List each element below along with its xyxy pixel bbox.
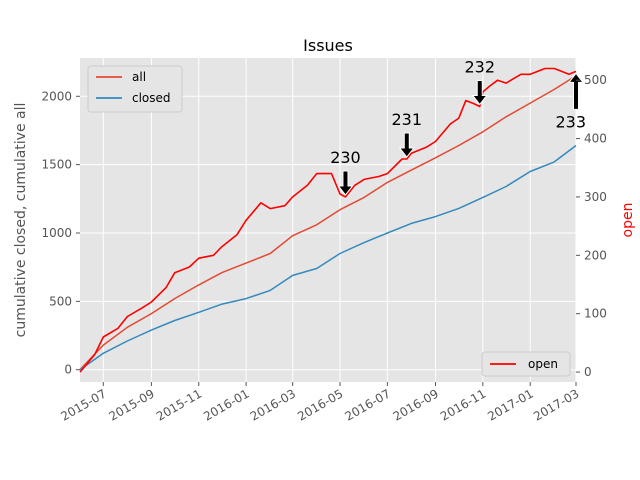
right-axis-ticks: 0 100 200 300 400 500: [576, 73, 607, 379]
left-tick-label: 1000: [41, 226, 72, 240]
right-tick-label: 400: [584, 132, 607, 146]
annotation-231: 231: [392, 110, 423, 158]
x-tick-label: 2017-01: [485, 386, 535, 423]
left-tick-label: 0: [64, 363, 72, 377]
x-tick-label: 2016-01: [201, 386, 251, 423]
y-axis-label-right: open: [620, 203, 636, 238]
right-tick-label: 200: [584, 248, 607, 262]
x-tick-label: 2016-11: [438, 386, 488, 423]
legend-label-open: open: [528, 357, 558, 371]
right-tick-label: 500: [584, 73, 607, 87]
annotation-arrow: [471, 79, 488, 106]
x-tick-label: 2017-03: [531, 386, 581, 423]
left-tick-label: 1500: [41, 158, 72, 172]
legend-label-closed: closed: [132, 91, 171, 105]
x-tick-label: 2016-03: [248, 386, 298, 423]
annotation-arrow: [567, 72, 585, 110]
annotation-label: 231: [392, 110, 423, 129]
legend-label-all: all: [132, 70, 146, 84]
right-tick-label: 100: [584, 307, 607, 321]
right-tick-label: 0: [584, 365, 592, 379]
left-tick-label: 2000: [41, 89, 72, 103]
chart-title: Issues: [303, 36, 353, 55]
annotation-232: 232: [464, 57, 495, 106]
annotations: 230 231 232 233: [330, 57, 586, 196]
annotation-233: 233: [555, 72, 586, 131]
x-tick-label: 2016-07: [342, 386, 392, 423]
series-line-open: [79, 67, 577, 373]
annotation-230: 230: [330, 148, 361, 196]
x-tick-label: 2015-07: [58, 386, 108, 423]
y-axis-label-left: cumulative closed, cumulative all: [13, 103, 29, 338]
legend-right-box: [481, 351, 571, 377]
x-tick-label: 2015-09: [106, 386, 156, 423]
x-tick-label: 2015-11: [154, 386, 204, 423]
legend-left: all closed: [87, 65, 183, 113]
series-line-closed: [79, 144, 577, 371]
x-tick-label: 2016-05: [295, 386, 345, 423]
annotation-arrow: [337, 170, 354, 196]
annotation-label: 233: [555, 112, 586, 131]
annotation-arrow: [398, 132, 415, 158]
left-axis-ticks: 0 500 1000 1500 2000: [41, 89, 80, 377]
annotation-label: 230: [330, 148, 361, 167]
series-line-all: [79, 75, 577, 371]
x-tick-label: 2016-09: [391, 386, 441, 423]
legend-right: open: [481, 351, 571, 377]
grid-lines: [80, 58, 577, 382]
right-tick-label: 300: [584, 190, 607, 204]
left-tick-label: 500: [49, 294, 72, 308]
annotation-label: 232: [464, 57, 495, 76]
series-layer: [79, 67, 577, 373]
x-axis-ticks: 2015-072015-092015-112016-012016-032016-…: [58, 382, 582, 424]
